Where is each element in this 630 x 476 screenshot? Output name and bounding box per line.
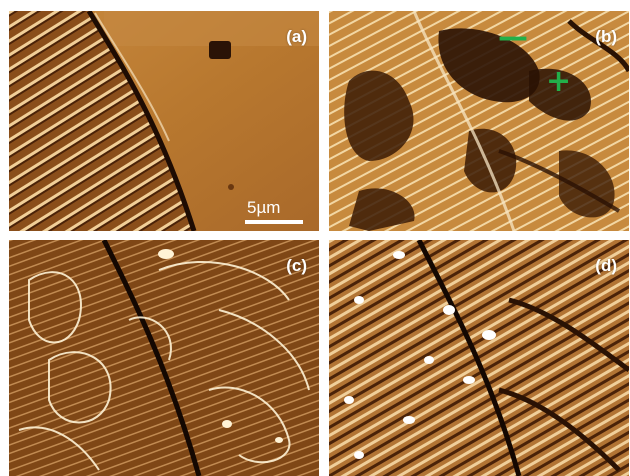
panel-label-a: (a) bbox=[286, 27, 307, 46]
afm-panel-b: (b) — + bbox=[329, 11, 629, 231]
minus-polarity-marker: — bbox=[498, 20, 528, 55]
afm-image-d bbox=[329, 240, 629, 476]
scale-bar-label: 5µm bbox=[247, 198, 281, 217]
afm-image-b bbox=[329, 11, 629, 231]
panel-label-c: (c) bbox=[286, 256, 307, 275]
panel-label-b: (b) bbox=[595, 27, 617, 46]
afm-image-c bbox=[9, 240, 319, 476]
afm-panel-d: (d) bbox=[329, 240, 629, 476]
afm-panel-c: (c) bbox=[9, 240, 319, 476]
scale-bar bbox=[245, 220, 303, 224]
afm-panel-a: (a) 5µm bbox=[9, 11, 319, 231]
plus-polarity-marker: + bbox=[546, 64, 572, 99]
afm-image-a bbox=[9, 11, 319, 231]
panel-label-d: (d) bbox=[595, 256, 617, 275]
